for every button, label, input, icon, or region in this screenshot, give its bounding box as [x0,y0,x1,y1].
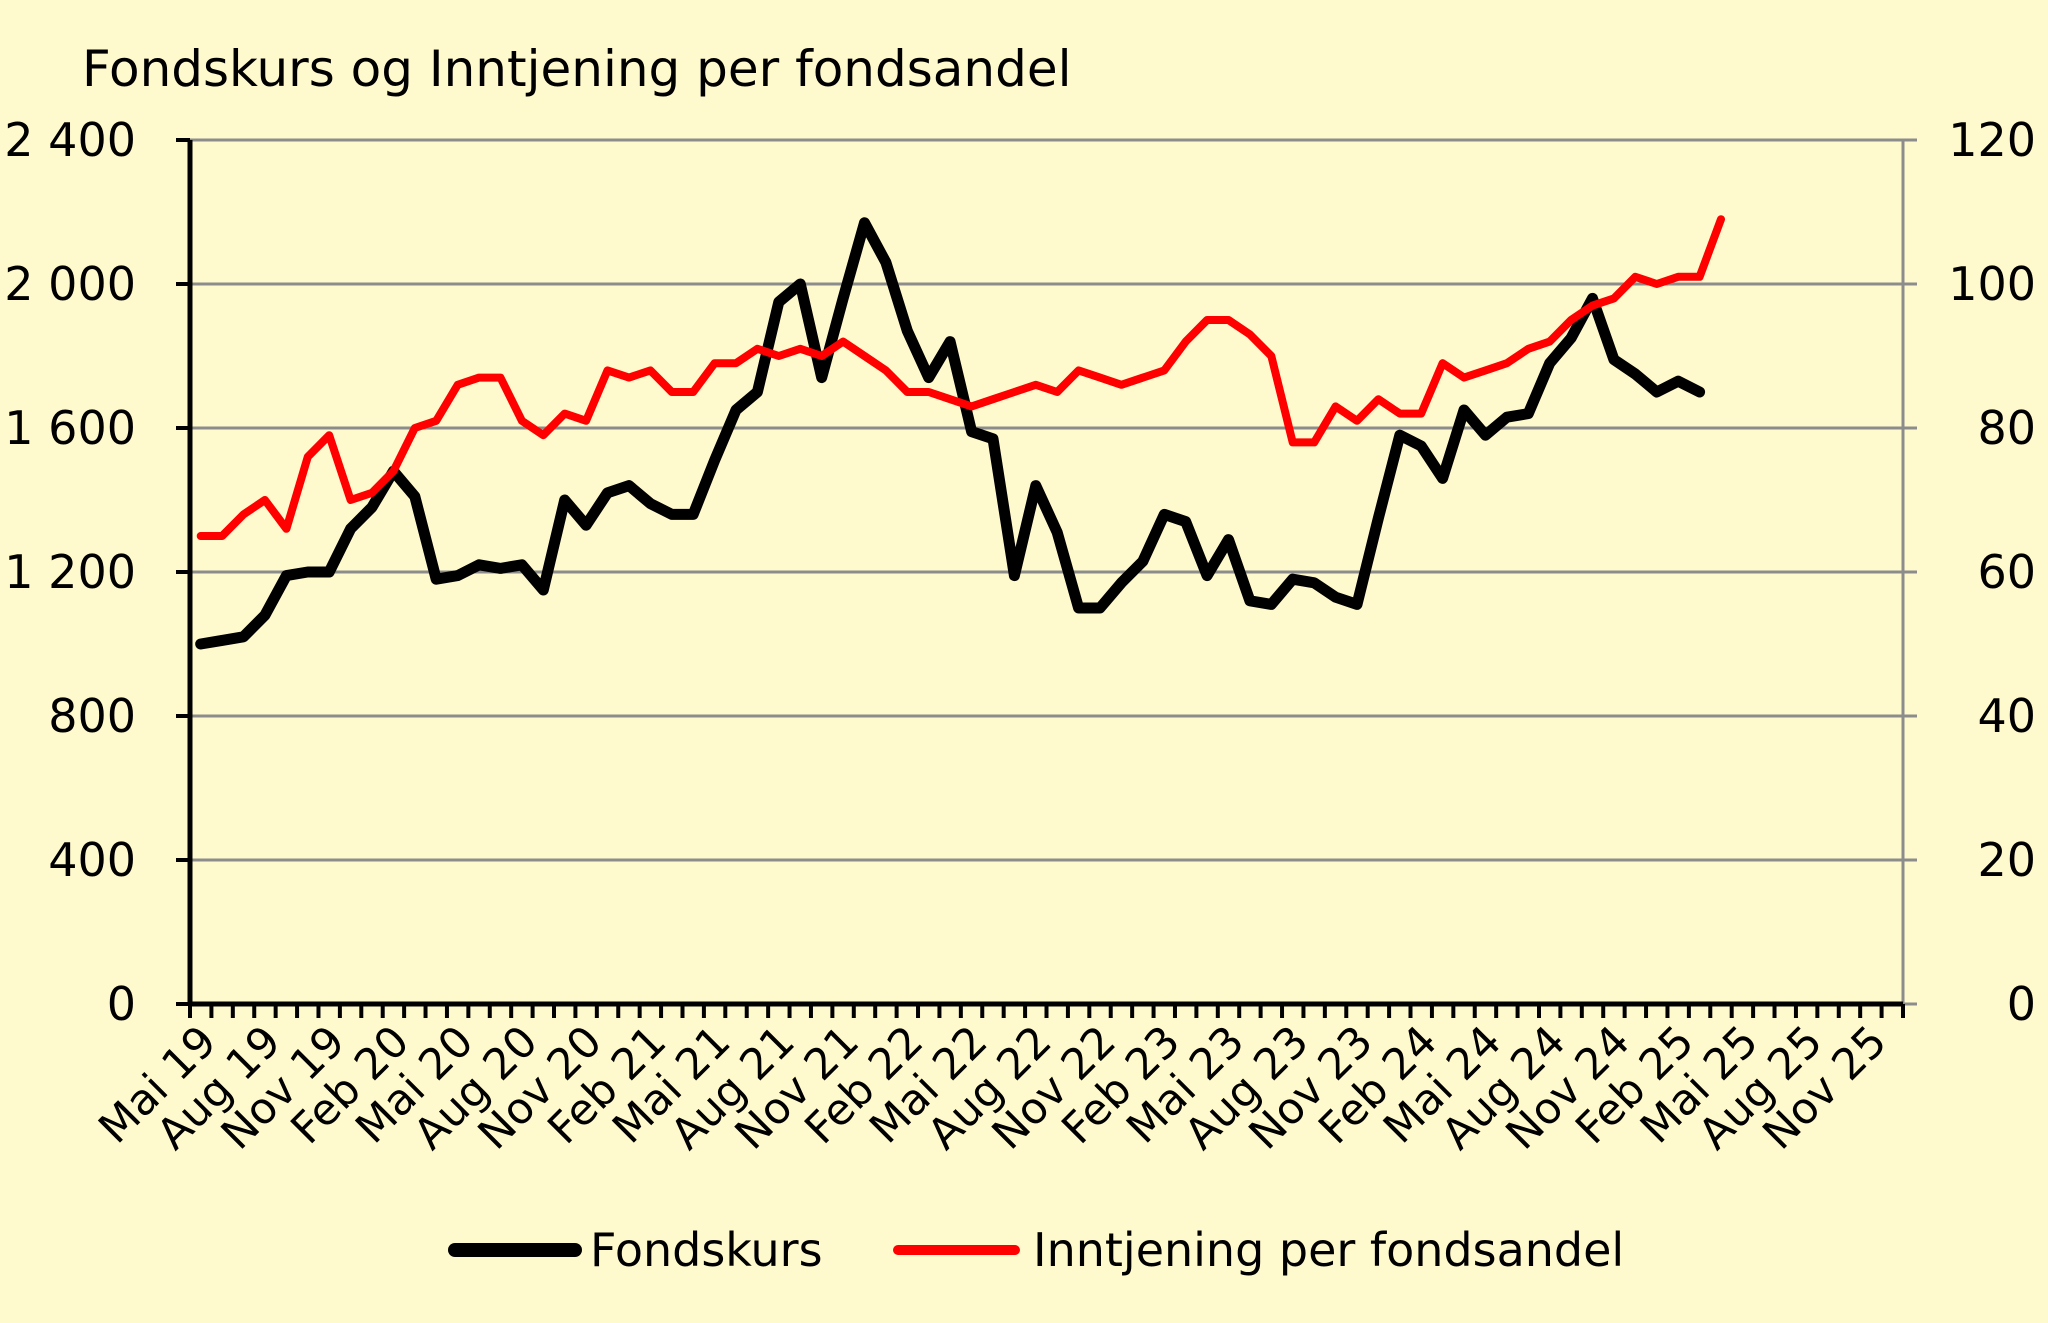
left-tick-label: 0 [107,977,136,1031]
left-tick-label: 1 600 [4,401,136,455]
right-tick-label: 40 [1977,689,2036,743]
right-tick-label: 120 [1948,113,2036,167]
left-tick-label: 1 200 [4,545,136,599]
legend: Fondskurs Inntjening per fondsandel [448,1223,1624,1277]
right-axis-ticks: 0 20 40 60 80 100 120 [1948,113,2036,1031]
right-tick-label: 80 [1977,401,2036,455]
legend-label-fondskurs: Fondskurs [590,1223,823,1277]
series-line-inntjening [196,215,1725,540]
right-tick-label: 0 [2007,977,2036,1031]
left-axis-ticks: 0 400 800 1 200 1 600 2 000 2 400 [4,113,136,1031]
right-tick-label: 20 [1977,833,2036,887]
right-tick-label: 60 [1977,545,2036,599]
chart-title: Fondskurs og Inntjening per fondsandel [82,40,1072,98]
series-lines [195,215,1725,650]
right-tick-label: 100 [1948,257,2036,311]
left-tick-label: 2 000 [4,257,136,311]
left-tick-label: 400 [48,833,136,887]
left-tick-label: 2 400 [4,113,136,167]
legend-label-inntjening: Inntjening per fondsandel [1033,1223,1624,1277]
series-line-fondskurs [195,217,1706,650]
axes [176,138,1917,1018]
left-tick-label: 800 [48,689,136,743]
